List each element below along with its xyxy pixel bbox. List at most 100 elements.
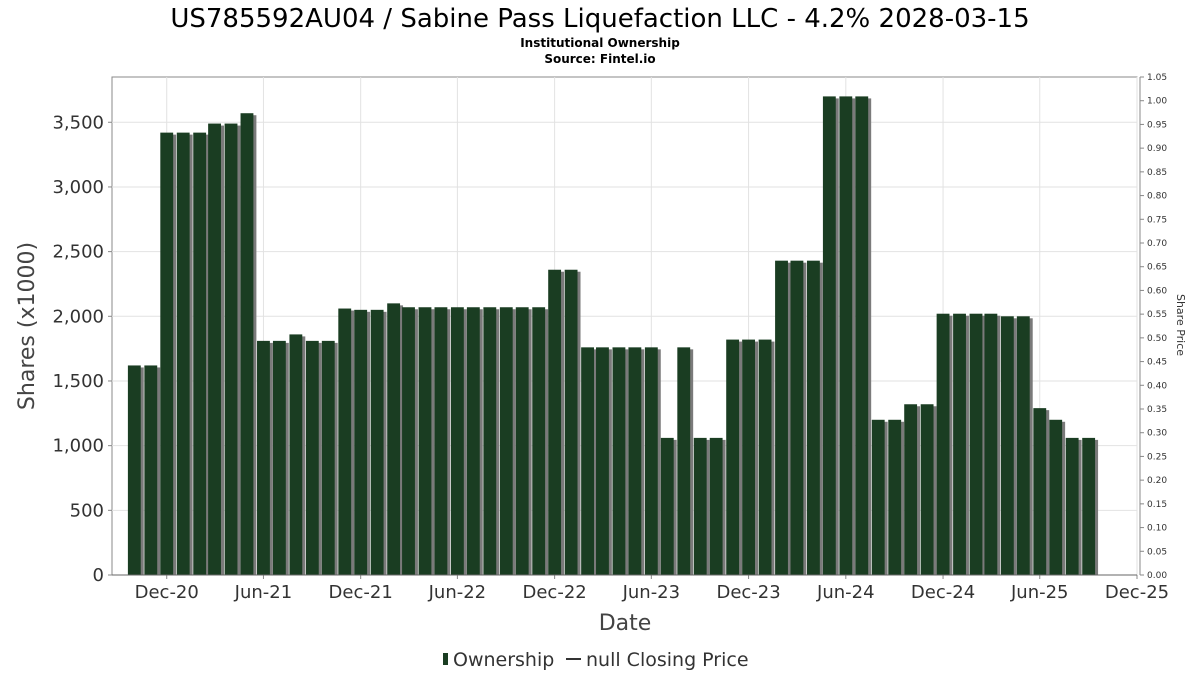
right-y-tick-label: 1.00 xyxy=(1147,97,1167,107)
chart-title: US785592AU04 / Sabine Pass Liquefaction … xyxy=(170,4,1029,34)
right-y-tick-label: 0.30 xyxy=(1147,429,1167,439)
right-y-tick-label: 0.65 xyxy=(1147,263,1167,273)
ownership-bar xyxy=(354,309,368,575)
ownership-bar xyxy=(920,404,934,575)
ownership-bar xyxy=(272,340,286,575)
y-tick-label: 500 xyxy=(70,500,104,521)
x-tick-label: Dec-20 xyxy=(135,582,199,603)
ownership-bar xyxy=(904,404,918,575)
y-tick-label: 2,000 xyxy=(52,306,104,327)
ownership-bar xyxy=(1000,316,1014,575)
ownership-bar xyxy=(596,347,609,575)
x-tick-label: Jun-21 xyxy=(234,582,293,603)
y-tick-label: 2,500 xyxy=(52,242,104,263)
y-tick-label: 0 xyxy=(93,565,104,586)
legend-price-label: null Closing Price xyxy=(586,649,749,671)
ownership-bar xyxy=(758,339,772,575)
right-y-tick-label: 0.55 xyxy=(1147,310,1167,320)
ownership-bar xyxy=(953,313,966,575)
right-y-tick-label: 0.70 xyxy=(1147,239,1167,249)
ownership-bar xyxy=(1049,419,1063,575)
x-tick-label: Jun-25 xyxy=(1010,582,1069,603)
y-tick-label: 3,500 xyxy=(52,112,104,133)
right-y-tick-label: 0.45 xyxy=(1147,358,1167,368)
y-tick-label: 1,500 xyxy=(52,371,104,392)
ownership-bar xyxy=(660,437,674,575)
ownership-bar xyxy=(450,307,464,575)
left-y-axis: 0 500 1,000 1,500 2,000 2,500 3,000 3,500 xyxy=(52,112,112,586)
y-tick-label: 1,000 xyxy=(52,436,104,457)
ownership-bar xyxy=(936,313,950,575)
ownership-bar xyxy=(160,132,174,575)
x-tick-label: Dec-23 xyxy=(716,582,780,603)
ownership-bar xyxy=(499,307,513,575)
x-tick-label: Dec-25 xyxy=(1105,582,1169,603)
x-tick-label: Jun-24 xyxy=(816,582,875,603)
ownership-bar xyxy=(871,419,885,575)
ownership-bar xyxy=(1065,437,1079,575)
x-tick-label: Jun-23 xyxy=(622,582,681,603)
ownership-bar xyxy=(564,269,578,575)
ownership-bar xyxy=(370,309,384,575)
legend: Ownership null Closing Price xyxy=(443,649,749,671)
ownership-bar xyxy=(483,307,497,575)
right-y-tick-label: 0.80 xyxy=(1147,192,1167,202)
ownership-bar xyxy=(822,96,836,576)
right-y-tick-label: 0.95 xyxy=(1147,120,1167,130)
ownership-bar xyxy=(1033,408,1047,575)
ownership-bar xyxy=(742,339,755,575)
right-y-axis: 0.00 0.05 0.10 0.15 0.20 0.25 0.30 0.35 0.40 0.45… xyxy=(1139,73,1167,581)
ownership-bar xyxy=(208,123,221,576)
legend-ownership-swatch xyxy=(443,653,448,665)
ownership-bar xyxy=(466,307,480,575)
ownership-bar xyxy=(127,365,141,575)
ownership-bar xyxy=(790,260,804,575)
ownership-bar xyxy=(775,260,788,575)
ownership-bar xyxy=(969,313,983,575)
right-y-tick-label: 0.15 xyxy=(1147,500,1167,510)
ownership-bar xyxy=(581,347,594,575)
right-y-tick-label: 1.05 xyxy=(1147,73,1167,83)
right-y-tick-label: 0.90 xyxy=(1147,144,1167,154)
ownership-bar xyxy=(144,365,158,575)
legend-ownership-label: Ownership xyxy=(453,649,554,671)
ownership-bar xyxy=(1082,437,1096,575)
ownership-bar xyxy=(1016,316,1030,575)
ownership-bar xyxy=(806,260,820,575)
ownership-bar xyxy=(984,313,998,575)
ownership-bar xyxy=(855,96,869,576)
ownership-bar xyxy=(289,334,303,575)
chart-source: Source: Fintel.io xyxy=(544,52,655,66)
ownership-bar xyxy=(224,123,238,576)
x-tick-label: Dec-24 xyxy=(911,582,975,603)
x-tick-label: Jun-22 xyxy=(428,582,487,603)
ownership-bar xyxy=(434,307,448,575)
x-tick-label: Dec-22 xyxy=(523,582,587,603)
right-y-tick-label: 0.10 xyxy=(1147,524,1167,534)
ownership-bar xyxy=(726,339,740,575)
right-y-tick-label: 0.00 xyxy=(1147,571,1167,581)
ownership-bar xyxy=(321,340,335,575)
right-y-tick-label: 0.75 xyxy=(1147,215,1167,225)
ownership-bar xyxy=(387,303,401,575)
chart-subtitle: Institutional Ownership xyxy=(520,36,680,50)
ownership-bar xyxy=(693,437,707,575)
x-axis: Dec-20 Jun-21 Dec-21 Jun-22 Dec-22 Jun-23 Dec-… xyxy=(112,574,1169,603)
ownership-bar xyxy=(176,132,190,575)
ownership-bar xyxy=(644,347,658,575)
ownership-bar xyxy=(628,347,642,575)
right-y-tick-label: 0.20 xyxy=(1147,476,1167,486)
ownership-bar xyxy=(612,347,626,575)
right-y-tick-label: 0.25 xyxy=(1147,452,1167,462)
ownership-bar xyxy=(305,340,319,575)
ownership-bar xyxy=(888,419,902,575)
right-y-tick-label: 0.40 xyxy=(1147,381,1167,391)
ownership-bar xyxy=(240,113,254,575)
ownership-bar xyxy=(418,307,432,575)
ownership-bar xyxy=(548,269,562,575)
right-y-tick-label: 0.60 xyxy=(1147,286,1167,296)
y-tick-label: 3,000 xyxy=(52,177,104,198)
right-y-tick-label: 0.85 xyxy=(1147,168,1167,178)
ownership-bar xyxy=(257,340,270,575)
